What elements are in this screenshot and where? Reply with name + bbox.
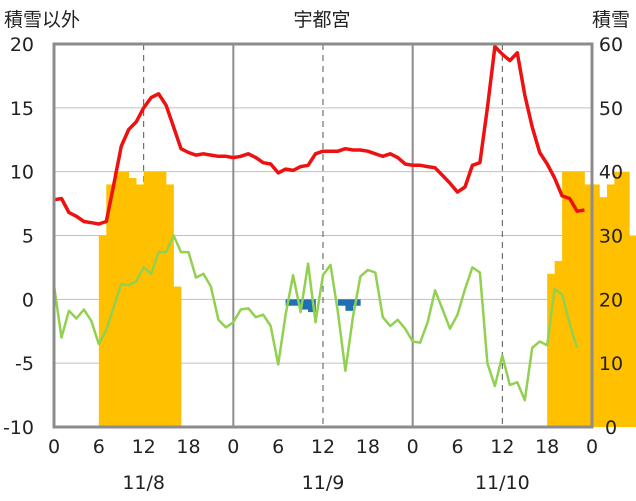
negative-bar xyxy=(308,299,316,313)
snow-depth-bar xyxy=(592,184,600,427)
right-axis-title: 積雪 xyxy=(592,9,630,31)
negative-bar xyxy=(293,299,301,306)
left-tick-label: 0 xyxy=(22,289,34,311)
x-tick-label: 12 xyxy=(490,436,514,458)
x-tick-label: 6 xyxy=(451,436,463,458)
day-label: 11/9 xyxy=(302,472,345,494)
snow-depth-bar xyxy=(151,171,159,427)
red-series-line xyxy=(53,44,585,226)
left-tick-label: 10 xyxy=(10,162,34,184)
day-label: 11/8 xyxy=(122,472,165,494)
snow-depth-bar xyxy=(113,171,122,427)
snow-depth-bar xyxy=(614,171,623,427)
left-axis-title: 積雪以外 xyxy=(4,9,80,31)
snow-depth-bar xyxy=(121,171,130,427)
x-tick-label: 18 xyxy=(356,436,380,458)
series-lines xyxy=(52,44,585,402)
right-tick-label: 60 xyxy=(599,34,623,56)
negative-bar xyxy=(285,299,294,306)
right-tick-label: 10 xyxy=(599,353,623,375)
snow-depth-bar xyxy=(599,197,608,427)
x-tick-label: 6 xyxy=(272,436,284,458)
left-tick-label: -5 xyxy=(15,353,34,375)
snow-depth-bar xyxy=(158,171,167,427)
negative-bar xyxy=(345,299,354,311)
snow-depth-bar xyxy=(136,184,144,427)
green-series-line xyxy=(52,234,579,402)
x-tick-label: 0 xyxy=(48,436,60,458)
right-tick-label: 30 xyxy=(599,226,623,248)
snow-depth-bar xyxy=(166,184,174,427)
snow-depth-bar xyxy=(562,171,570,427)
x-tick-label: 0 xyxy=(407,436,419,458)
snow-depth-bar xyxy=(98,235,107,427)
x-tick-label: 0 xyxy=(227,436,239,458)
snow-depth-bar xyxy=(547,273,555,427)
right-tick-label: 0 xyxy=(605,417,617,439)
snow-depth-bar xyxy=(606,184,615,427)
x-tick-label: 0 xyxy=(586,436,598,458)
snow-depth-bar xyxy=(584,184,593,427)
x-tick-label: 18 xyxy=(176,436,200,458)
x-tick-label: 12 xyxy=(311,436,335,458)
snow-depth-bar xyxy=(629,235,636,427)
snow-depth-bar xyxy=(577,171,585,427)
snow-depth-bar xyxy=(621,171,630,427)
snow-depth-bars xyxy=(98,171,636,427)
plot-frame xyxy=(52,42,594,429)
left-tick-label: 20 xyxy=(10,34,34,56)
left-tick-label: 15 xyxy=(10,98,34,120)
negative-bar xyxy=(337,299,346,306)
x-tick-label: 12 xyxy=(132,436,156,458)
snow-depth-bar xyxy=(554,261,563,427)
x-tick-label: 18 xyxy=(535,436,559,458)
snow-depth-bar xyxy=(173,286,182,427)
snow-depth-bar xyxy=(106,184,115,427)
right-tick-label: 20 xyxy=(599,289,623,311)
left-tick-label: -10 xyxy=(3,417,34,439)
x-tick-label: 6 xyxy=(93,436,105,458)
snow-depth-bar xyxy=(128,178,137,427)
right-tick-label: 40 xyxy=(599,162,623,184)
snow-depth-bar xyxy=(143,171,152,427)
snow-depth-bar xyxy=(569,171,578,427)
right-tick-label: 50 xyxy=(599,98,623,120)
day-label: 11/10 xyxy=(475,472,530,494)
left-tick-label: 5 xyxy=(22,226,34,248)
chart-title: 宇都宮 xyxy=(293,9,350,31)
negative-bar xyxy=(300,299,309,310)
